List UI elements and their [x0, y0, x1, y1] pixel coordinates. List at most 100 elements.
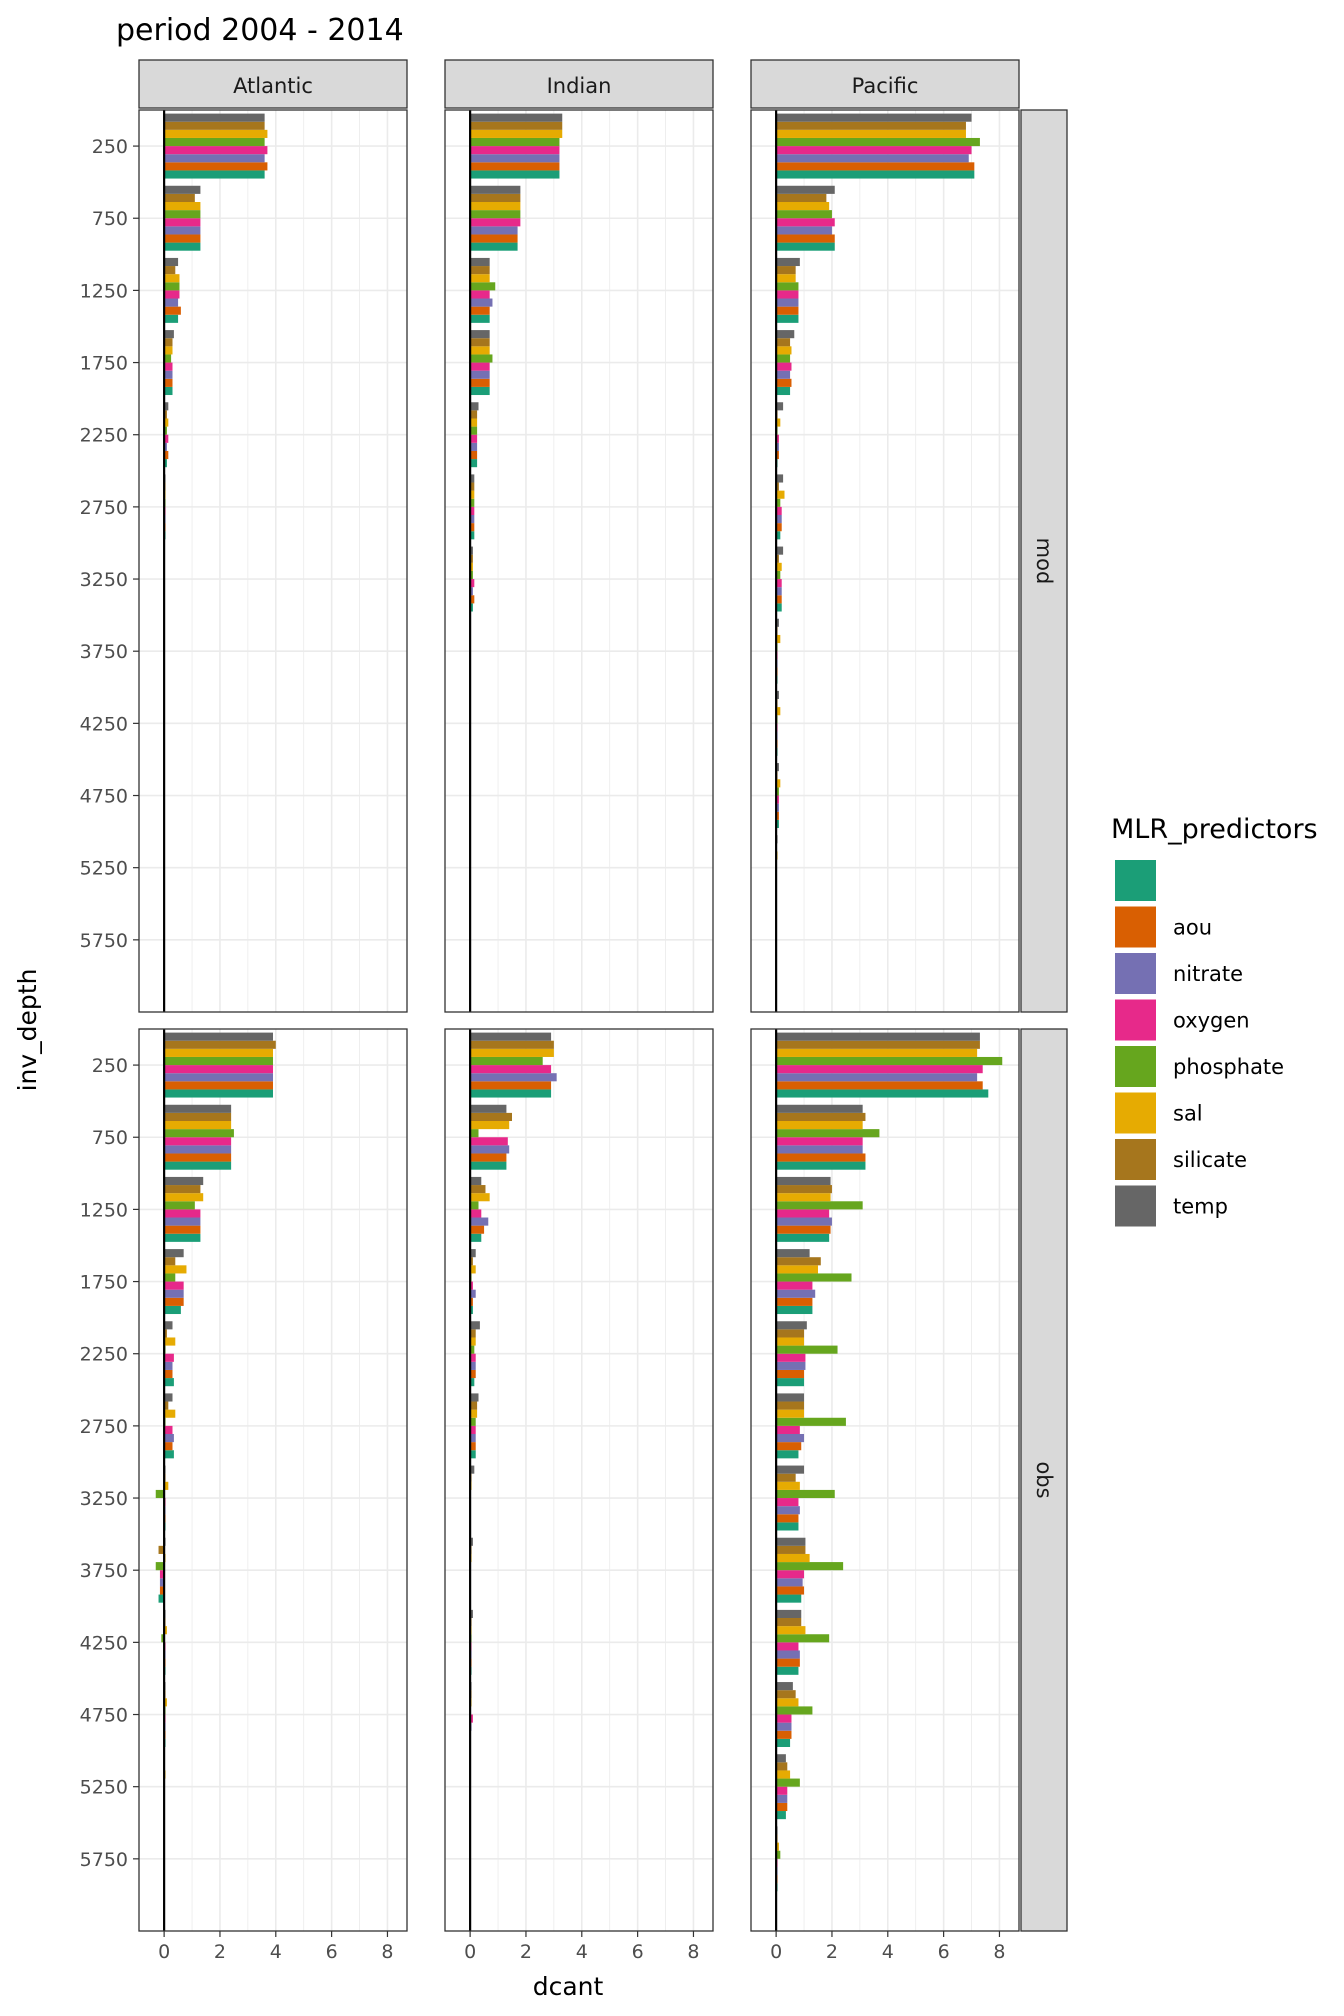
legend-title: MLR_predictors	[1111, 814, 1318, 845]
bar-oxygen-1250	[470, 1209, 482, 1218]
bar-phosphate-3250	[776, 570, 781, 580]
bar-sal-750	[776, 202, 830, 211]
bar-silicate-3750	[776, 1545, 806, 1554]
bar-phosphate-1750	[164, 1273, 176, 1282]
bar-sal-750	[470, 202, 521, 211]
bar-silicate-2250	[164, 1329, 167, 1338]
gridlines	[139, 110, 407, 1012]
bar-aou-2750	[776, 1442, 802, 1451]
bar-silicate-1250	[470, 1185, 486, 1194]
legend-item-unlabeled	[1115, 860, 1156, 901]
bar-unlabeled-1250	[164, 314, 179, 323]
bar-aou-1750	[164, 1297, 184, 1306]
bar-temp-3250	[470, 1465, 475, 1474]
bar-oxygen-2750	[776, 506, 782, 515]
bar-phosphate-250	[470, 1056, 543, 1066]
bar-aou-2250	[164, 1369, 173, 1379]
bar-temp-4250	[776, 690, 779, 700]
bar-oxygen-1250	[776, 290, 799, 299]
bar-silicate-2750	[164, 1401, 169, 1410]
y-tick-label: 3250	[80, 569, 128, 591]
gridlines	[139, 1029, 407, 1931]
bar-unlabeled-750	[776, 1161, 866, 1170]
bar-sal-1750	[470, 346, 490, 355]
bar-aou-750	[470, 234, 518, 243]
bar-temp-1750	[164, 330, 174, 339]
legend-label: sal	[1173, 1102, 1203, 1126]
bar-silicate-750	[470, 193, 521, 203]
bar-unlabeled-250	[776, 1089, 989, 1098]
bar-nitrate-2250	[776, 1361, 806, 1370]
bar-phosphate-4750	[776, 1706, 813, 1715]
bar-nitrate-250	[164, 154, 265, 163]
bar-temp-2750	[470, 1393, 479, 1402]
bar-phosphate-2250	[470, 1345, 475, 1354]
strip-mod: mod	[1020, 109, 1068, 1013]
y-tick-label: 3750	[80, 641, 128, 663]
bar-phosphate-2750	[470, 498, 475, 507]
bar-silicate-1750	[470, 1257, 473, 1266]
bar-oxygen-1750	[164, 1281, 184, 1290]
bar-sal-250	[470, 129, 563, 138]
bar-unlabeled-250	[776, 170, 975, 179]
bar-silicate-1250	[164, 1185, 201, 1194]
bar-temp-250	[776, 113, 972, 122]
bar-aou-3250	[776, 595, 782, 604]
panel-border	[444, 109, 714, 1013]
bar-temp-750	[776, 1104, 863, 1113]
bar-nitrate-1250	[164, 298, 179, 307]
chart-title: period 2004 - 2014	[116, 13, 404, 48]
bar-sal-2250	[470, 1337, 476, 1346]
x-tick-label: 6	[326, 1941, 338, 1963]
bar-temp-750	[164, 1104, 232, 1113]
bar-aou-1250	[470, 1225, 485, 1234]
bar-temp-250	[470, 1032, 552, 1041]
bar-oxygen-750	[164, 1137, 232, 1146]
panel-border	[750, 1028, 1020, 1932]
strip-label: Atlantic	[233, 74, 313, 98]
bar-aou-2250	[776, 1369, 805, 1379]
bar-sal-1250	[776, 274, 796, 283]
bar-silicate-250	[470, 121, 563, 130]
y-tick-label: 2250	[80, 425, 128, 447]
bar-nitrate-3250	[470, 587, 473, 596]
strip-label: Indian	[547, 74, 612, 98]
bar-unlabeled-250	[164, 170, 265, 179]
y-tick-label: 750	[92, 1127, 128, 1149]
bar-silicate-2250	[776, 1329, 805, 1338]
bar-aou-250	[776, 1081, 983, 1090]
panel-border	[750, 109, 1020, 1013]
bar-nitrate-1250	[470, 1217, 489, 1226]
bar-temp-4750	[776, 1682, 793, 1691]
bar-phosphate-2250	[776, 1345, 838, 1354]
bars	[776, 113, 980, 973]
x-axis-title: dcant	[533, 1972, 604, 2001]
bar-nitrate-1250	[776, 1217, 832, 1226]
bar-nitrate-2750	[470, 1433, 476, 1443]
bar-oxygen-1750	[776, 362, 792, 371]
bar-aou-1750	[470, 1297, 473, 1306]
bar-sal-4250	[164, 1626, 167, 1635]
bar-aou-750	[470, 1153, 507, 1162]
y-tick-label: 1750	[80, 353, 128, 375]
bar-oxygen-2750	[470, 506, 475, 515]
bar-silicate-1750	[776, 1257, 821, 1266]
y-tick-label: 5750	[80, 1849, 128, 1871]
bar-aou-2750	[164, 1442, 173, 1451]
strip-label: obs	[1032, 1461, 1056, 1498]
bar-aou-1250	[776, 1225, 831, 1234]
bar-oxygen-2750	[776, 1425, 800, 1434]
bar-nitrate-3750	[776, 1578, 803, 1587]
bar-unlabeled-2250	[470, 459, 478, 468]
legend-label: aou	[1173, 916, 1212, 940]
bar-oxygen-3250	[776, 579, 782, 588]
bar-nitrate-3750	[159, 1578, 165, 1587]
bar-temp-750	[470, 1104, 507, 1113]
bar-phosphate-3750	[155, 1562, 165, 1571]
legend-swatch	[1115, 953, 1156, 994]
bar-unlabeled-250	[470, 1089, 552, 1098]
strip-atlantic: Atlantic	[138, 59, 408, 109]
bar-silicate-1750	[164, 1257, 176, 1266]
bar-oxygen-1750	[470, 362, 490, 371]
